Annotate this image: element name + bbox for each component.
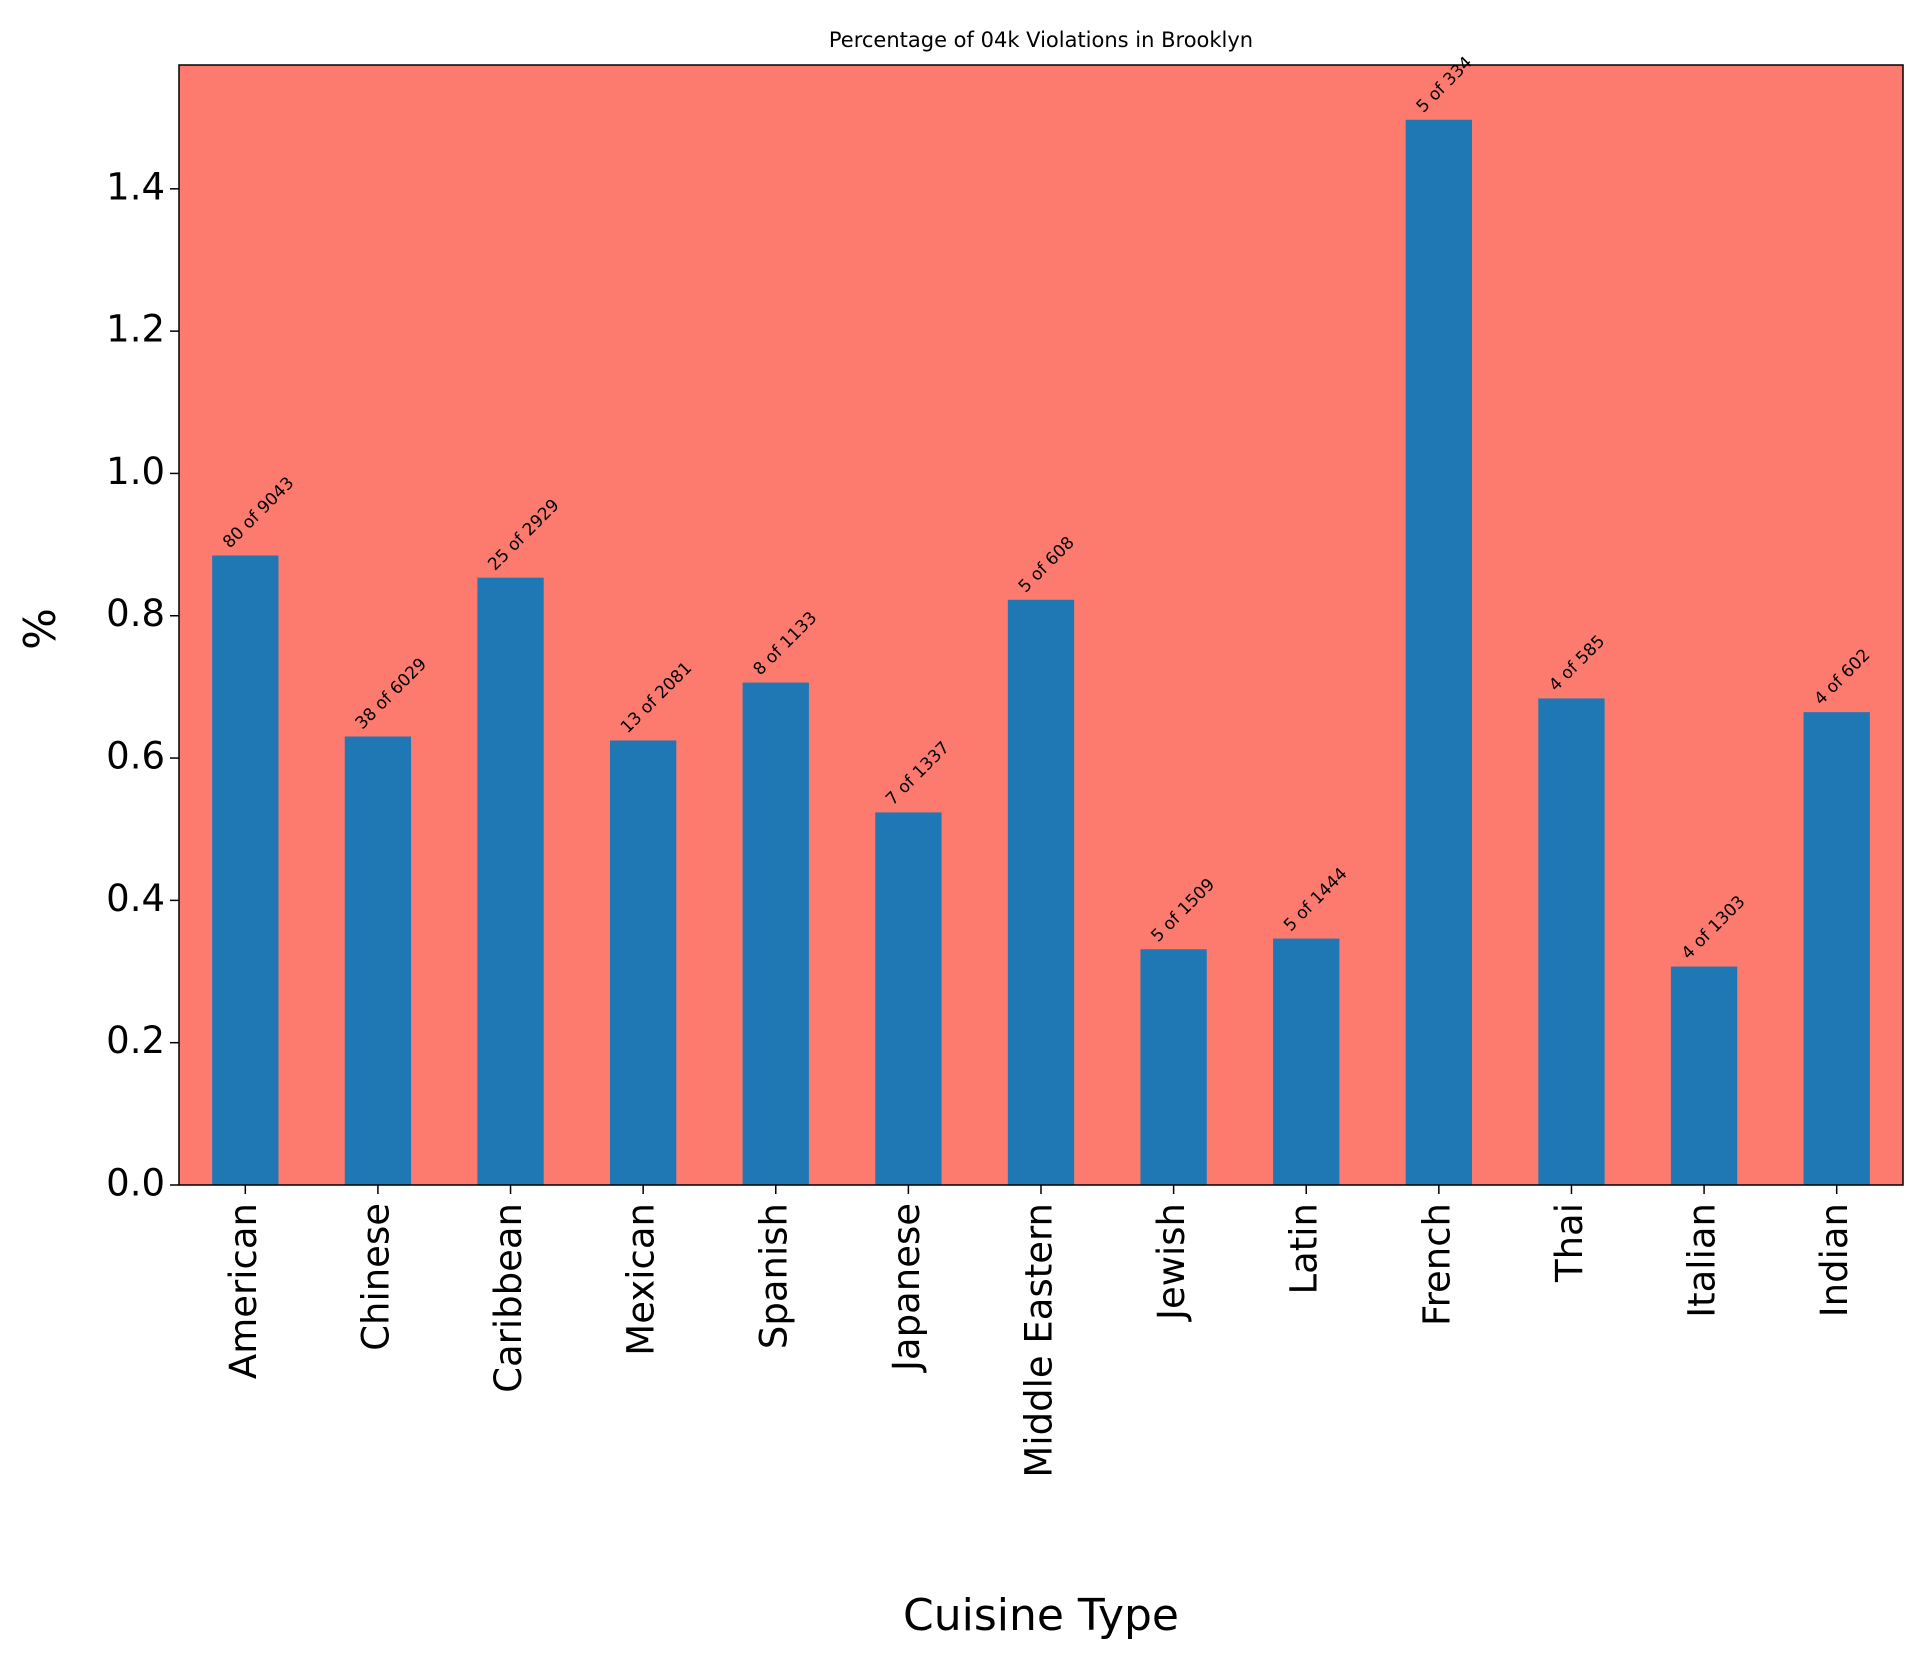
x-tick-label: Latin [1283,1203,1326,1295]
x-tick-label: Mexican [620,1203,663,1356]
bar [212,555,279,1185]
bar [1538,698,1605,1185]
bar [1273,938,1340,1185]
bar [477,577,544,1185]
bar [344,736,412,1185]
x-tick-label: Japanese [885,1203,928,1373]
x-tick-label: Italian [1681,1203,1724,1318]
marks [212,119,1870,1186]
x-axis-label: Cuisine Type [903,1590,1179,1641]
bar [1405,119,1472,1186]
x-tick-label: American [222,1203,265,1379]
bar [1803,712,1870,1185]
y-axis-label: % [15,608,66,650]
y-tick-label: 0.6 [106,735,165,778]
bar [1007,599,1075,1185]
x-tick-label: Chinese [354,1203,397,1351]
chart-title: Percentage of 04k Violations in Brooklyn [829,28,1253,52]
y-tick-label: 1.2 [106,308,165,351]
y-tick-label: 0.4 [106,877,165,920]
x-tick-label: Indian [1813,1203,1856,1317]
bar [1140,949,1207,1185]
bar [610,740,677,1185]
x-tick-label: Caribbean [487,1203,530,1393]
x-tick-label: Jewish [1150,1203,1193,1322]
y-tick-label: 0.8 [106,592,165,635]
y-tick-label: 0.2 [106,1019,165,1062]
y-tick-label: 0.0 [106,1162,165,1205]
x-tick-label: Thai [1548,1203,1591,1283]
bar [875,812,942,1185]
y-tick-label: 1.4 [106,165,165,208]
bar [1670,966,1738,1185]
bar [742,682,809,1185]
x-tick-label: Middle Eastern [1018,1203,1061,1478]
x-tick-label: French [1415,1203,1458,1326]
x-tick-label: Spanish [752,1203,795,1349]
y-tick-label: 1.0 [106,450,165,493]
